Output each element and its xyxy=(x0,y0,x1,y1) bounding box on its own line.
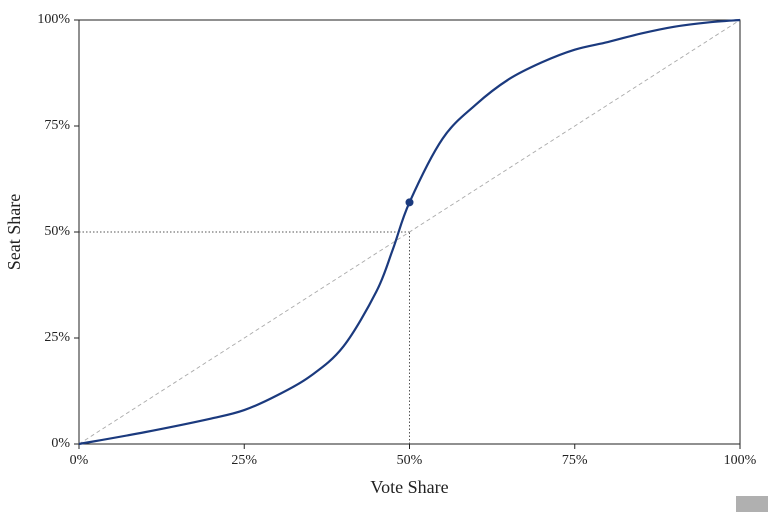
x-tick-label: 50% xyxy=(397,453,423,468)
y-axis-label: Seat Share xyxy=(4,194,24,270)
diagonal-line xyxy=(78,19,741,445)
y-tick-label: 75% xyxy=(44,118,70,133)
x-tick-label: 25% xyxy=(231,453,257,468)
y-tick-label: 50% xyxy=(44,224,70,239)
seat-curve xyxy=(78,18,741,446)
x-axis-label: Vote Share xyxy=(370,477,448,497)
y-tick-label: 25% xyxy=(44,330,70,345)
x-tick-label: 0% xyxy=(70,453,89,468)
x-tick-label: 100% xyxy=(724,453,757,468)
y-tick-label: 100% xyxy=(37,12,70,27)
corner-widget xyxy=(736,496,768,512)
x-tick-label: 75% xyxy=(562,453,588,468)
highlight-point xyxy=(405,198,414,207)
y-tick-label: 0% xyxy=(51,436,70,451)
